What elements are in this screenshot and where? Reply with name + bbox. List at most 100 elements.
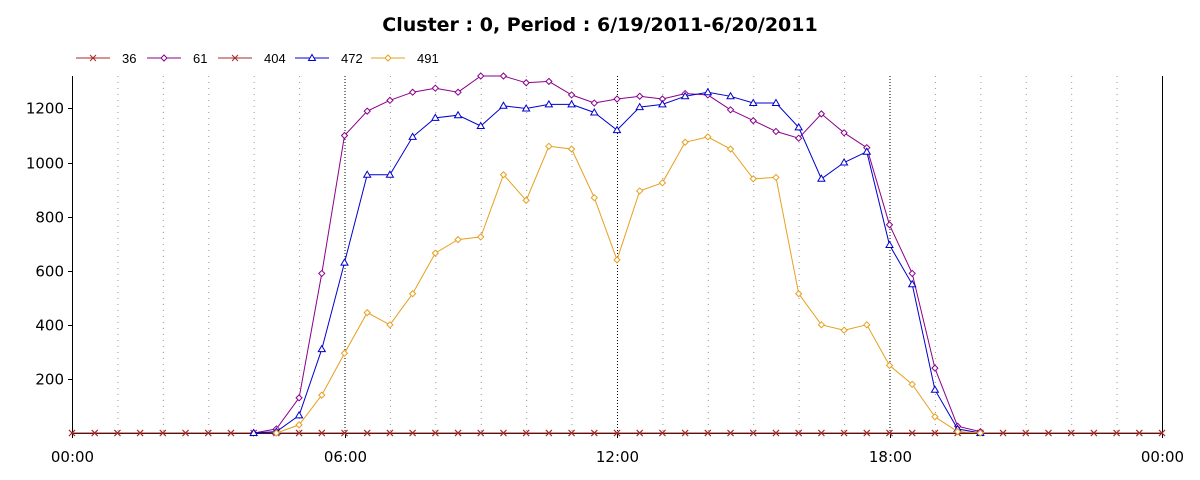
data-point xyxy=(817,321,826,329)
data-point xyxy=(430,113,440,121)
data-point xyxy=(499,101,508,109)
data-point xyxy=(681,429,689,437)
data-point xyxy=(613,95,621,103)
grid xyxy=(117,76,1118,433)
data-point xyxy=(839,158,849,166)
data-point xyxy=(704,429,712,437)
x-tick-label: 12:00 xyxy=(596,448,639,466)
data-point xyxy=(749,116,757,125)
data-point xyxy=(908,380,916,389)
data-point xyxy=(749,175,757,183)
data-point xyxy=(522,429,530,437)
x-tick-label: 06:00 xyxy=(324,448,367,466)
data-point xyxy=(840,326,848,334)
data-point xyxy=(748,98,758,107)
data-point xyxy=(521,103,531,112)
data-point xyxy=(817,110,826,118)
data-point xyxy=(159,429,167,437)
y-tick-label: 800 xyxy=(35,209,64,227)
data-point xyxy=(408,88,417,96)
data-point xyxy=(431,84,440,92)
data-point xyxy=(318,269,326,278)
data-point xyxy=(703,87,713,96)
data-point xyxy=(636,187,644,195)
data-point xyxy=(363,429,371,437)
data-point xyxy=(931,364,939,372)
data-point xyxy=(885,361,894,370)
data-point xyxy=(136,429,144,437)
data-point xyxy=(976,429,985,437)
data-point xyxy=(772,173,780,182)
data-point xyxy=(295,421,303,429)
data-point xyxy=(636,92,644,100)
data-point xyxy=(477,72,485,80)
data-point xyxy=(772,429,780,437)
data-point xyxy=(295,394,303,402)
data-point xyxy=(885,221,894,229)
data-point xyxy=(408,132,417,140)
series-61 xyxy=(249,72,985,437)
data-point xyxy=(182,429,189,437)
data-point xyxy=(294,410,304,419)
data-point xyxy=(726,91,735,100)
data-point xyxy=(522,79,530,87)
data-point xyxy=(704,133,712,141)
data-point xyxy=(999,429,1007,437)
data-point xyxy=(635,102,645,111)
data-point xyxy=(454,429,462,437)
data-point xyxy=(1022,429,1030,437)
data-point xyxy=(658,179,667,187)
data-point xyxy=(500,429,507,437)
legend-marker xyxy=(231,54,239,62)
legend-label: 491 xyxy=(417,51,439,66)
data-point xyxy=(885,240,894,249)
data-point xyxy=(453,110,463,119)
data-point xyxy=(454,88,462,96)
data-point xyxy=(840,429,848,437)
data-point xyxy=(227,429,235,437)
data-point xyxy=(386,321,394,329)
data-point xyxy=(1067,429,1075,437)
data-point xyxy=(386,429,394,437)
data-point xyxy=(749,429,757,437)
data-point xyxy=(363,308,371,317)
data-point xyxy=(408,290,417,298)
data-point xyxy=(409,429,416,437)
data-point xyxy=(499,171,508,179)
y-tick-label: 200 xyxy=(35,371,64,389)
data-point xyxy=(726,145,735,153)
legend-item-404: 404 xyxy=(218,51,286,66)
chart-title: Cluster : 0, Period : 6/19/2011-6/20/201… xyxy=(382,14,817,36)
data-point xyxy=(658,99,667,108)
series-layer xyxy=(68,72,1166,437)
data-point xyxy=(522,196,530,205)
y-tick-label: 1200 xyxy=(26,100,64,118)
data-point xyxy=(477,233,485,241)
data-point xyxy=(1090,429,1098,437)
data-point xyxy=(295,429,303,437)
data-point xyxy=(795,429,803,437)
data-point xyxy=(363,107,371,115)
legend-marker xyxy=(307,53,317,61)
data-point xyxy=(613,429,621,437)
data-point xyxy=(545,77,553,86)
series-line-491 xyxy=(276,136,981,434)
data-point xyxy=(817,174,826,182)
x-axis: 00:00 06:00 12:00 18:00 00:00 xyxy=(51,433,1184,466)
data-point xyxy=(886,429,893,437)
data-point xyxy=(114,429,121,437)
legend-label: 404 xyxy=(264,51,286,66)
data-point xyxy=(567,91,576,99)
x-tick-label: 00:00 xyxy=(1141,448,1184,466)
data-point xyxy=(613,256,621,264)
legend-marker xyxy=(384,54,392,62)
legend-item-36: 36 xyxy=(76,51,136,66)
data-point xyxy=(659,429,666,437)
data-point xyxy=(318,429,326,437)
data-point xyxy=(567,145,576,153)
legend-label: 472 xyxy=(341,51,363,66)
data-point xyxy=(568,429,575,437)
data-point xyxy=(863,429,871,437)
data-point xyxy=(771,98,781,107)
